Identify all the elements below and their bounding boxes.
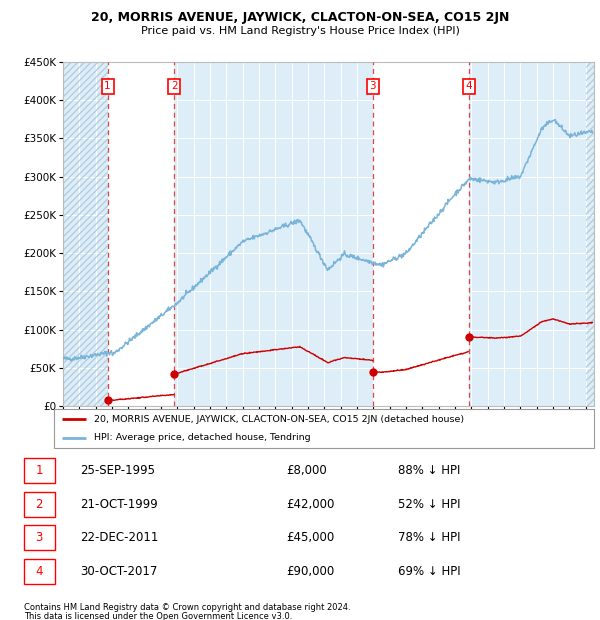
Text: £45,000: £45,000 <box>286 531 335 544</box>
Text: £8,000: £8,000 <box>286 464 327 477</box>
Bar <box>107 62 174 406</box>
Bar <box>373 62 469 406</box>
Bar <box>63 62 107 406</box>
Text: 3: 3 <box>370 81 376 92</box>
Text: 20, MORRIS AVENUE, JAYWICK, CLACTON-ON-SEA, CO15 2JN: 20, MORRIS AVENUE, JAYWICK, CLACTON-ON-S… <box>91 11 509 24</box>
Bar <box>469 62 594 406</box>
FancyBboxPatch shape <box>24 525 55 551</box>
Text: £90,000: £90,000 <box>286 565 335 578</box>
FancyBboxPatch shape <box>24 559 55 584</box>
Text: 21-OCT-1999: 21-OCT-1999 <box>80 498 158 511</box>
Text: 25-SEP-1995: 25-SEP-1995 <box>80 464 155 477</box>
Text: 4: 4 <box>466 81 472 92</box>
Text: 2: 2 <box>35 498 43 511</box>
Bar <box>174 62 373 406</box>
Text: Price paid vs. HM Land Registry's House Price Index (HPI): Price paid vs. HM Land Registry's House … <box>140 26 460 36</box>
Text: This data is licensed under the Open Government Licence v3.0.: This data is licensed under the Open Gov… <box>24 612 292 620</box>
Text: 1: 1 <box>35 464 43 477</box>
Text: 52% ↓ HPI: 52% ↓ HPI <box>398 498 460 511</box>
Text: 22-DEC-2011: 22-DEC-2011 <box>80 531 158 544</box>
FancyBboxPatch shape <box>24 458 55 484</box>
Text: £42,000: £42,000 <box>286 498 335 511</box>
Text: 20, MORRIS AVENUE, JAYWICK, CLACTON-ON-SEA, CO15 2JN (detached house): 20, MORRIS AVENUE, JAYWICK, CLACTON-ON-S… <box>95 415 464 423</box>
Text: 69% ↓ HPI: 69% ↓ HPI <box>398 565 460 578</box>
Text: HPI: Average price, detached house, Tendring: HPI: Average price, detached house, Tend… <box>95 433 311 442</box>
Text: 30-OCT-2017: 30-OCT-2017 <box>80 565 157 578</box>
Bar <box>63 62 107 406</box>
Text: Contains HM Land Registry data © Crown copyright and database right 2024.: Contains HM Land Registry data © Crown c… <box>24 603 350 612</box>
Text: 2: 2 <box>171 81 178 92</box>
Text: 78% ↓ HPI: 78% ↓ HPI <box>398 531 460 544</box>
Bar <box>586 62 594 406</box>
Text: 88% ↓ HPI: 88% ↓ HPI <box>398 464 460 477</box>
FancyBboxPatch shape <box>24 492 55 517</box>
Text: 1: 1 <box>104 81 111 92</box>
Text: 4: 4 <box>35 565 43 578</box>
Text: 3: 3 <box>35 531 43 544</box>
